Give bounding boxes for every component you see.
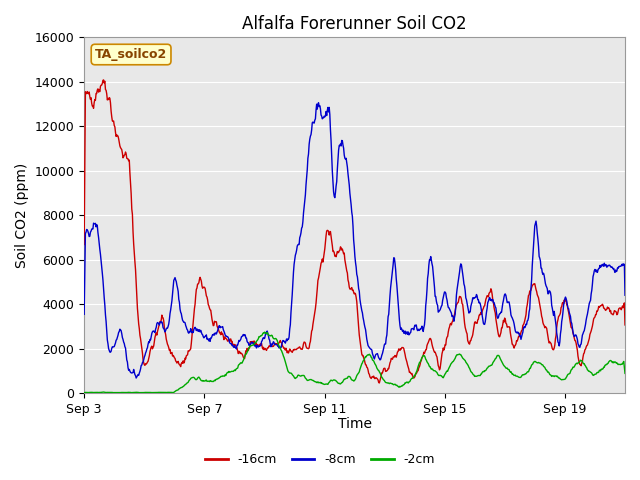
Text: TA_soilco2: TA_soilco2: [95, 48, 167, 61]
Title: Alfalfa Forerunner Soil CO2: Alfalfa Forerunner Soil CO2: [243, 15, 467, 33]
Y-axis label: Soil CO2 (ppm): Soil CO2 (ppm): [15, 163, 29, 268]
X-axis label: Time: Time: [337, 418, 372, 432]
Legend: -16cm, -8cm, -2cm: -16cm, -8cm, -2cm: [200, 448, 440, 471]
